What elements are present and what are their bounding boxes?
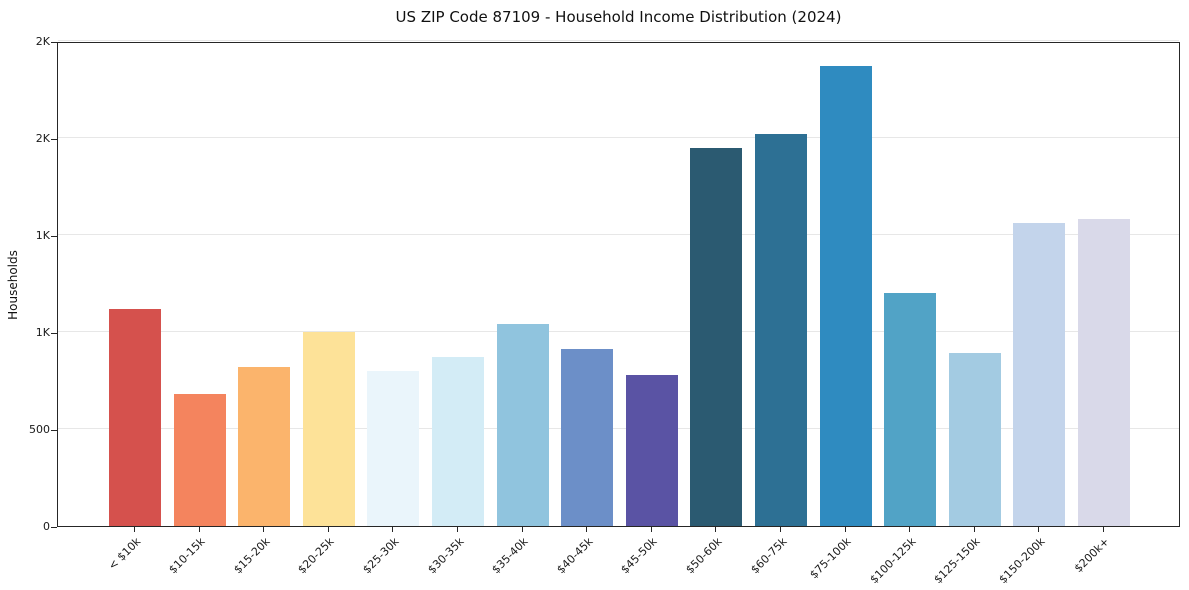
x-tick-label-text: $125-150k	[931, 535, 983, 587]
grid-line	[58, 137, 1179, 138]
bar	[367, 370, 420, 526]
bar	[561, 349, 614, 526]
bar	[755, 134, 807, 526]
grid-line	[58, 40, 1179, 41]
x-tick-mark	[327, 527, 329, 532]
grid-line	[58, 331, 1179, 332]
x-tick-label-text: $20-25k	[295, 535, 337, 577]
bar	[496, 324, 549, 526]
bar	[1078, 219, 1130, 526]
y-tick-label: 2K	[35, 35, 50, 48]
x-tick-mark	[650, 527, 652, 532]
x-tick-label-text: $35-40k	[489, 535, 531, 577]
y-tick-mark	[51, 527, 57, 528]
y-axis-label: Households	[6, 249, 21, 320]
y-tick-mark	[51, 430, 57, 431]
bar	[302, 332, 355, 526]
x-tick-label-text: $45-50k	[618, 535, 660, 577]
x-tick-label-text: < $10k	[105, 535, 144, 573]
y-tick-label: 1K	[35, 229, 50, 242]
x-tick-mark	[198, 527, 200, 532]
y-tick-mark	[51, 333, 57, 334]
plot-area	[57, 40, 1180, 527]
y-tick-label: 2K	[35, 132, 50, 145]
bar	[625, 374, 678, 526]
x-tick-label-text: $60-75k	[747, 535, 790, 577]
bar	[819, 66, 872, 526]
bar	[948, 353, 1001, 526]
y-tick-mark	[51, 139, 57, 140]
x-tick-mark	[1038, 527, 1040, 532]
x-tick-label-text: $150-200k	[996, 535, 1048, 587]
y-tick-label: 1K	[35, 326, 50, 339]
x-tick-label-text: $10-15k	[166, 535, 208, 577]
x-tick-mark	[263, 527, 265, 532]
bar	[690, 147, 743, 526]
x-tick-label-text: $40-45k	[554, 535, 596, 577]
x-tick-mark	[780, 527, 781, 532]
x-tick-mark	[521, 527, 523, 532]
y-tick-mark	[51, 236, 57, 237]
x-tick-mark	[715, 527, 717, 532]
x-tick-label-text: $200k+	[1072, 535, 1113, 576]
x-tick-mark	[844, 527, 846, 532]
y-tick-label: 500	[29, 423, 50, 436]
x-tick-mark	[973, 527, 975, 532]
x-tick-label-text: $75-100k	[807, 535, 854, 582]
x-tick-mark	[392, 527, 394, 532]
x-tick-mark	[586, 527, 588, 532]
bar	[1013, 223, 1066, 526]
grid-line	[58, 234, 1179, 235]
bar	[432, 357, 484, 526]
y-tick-label: 0	[43, 520, 50, 533]
y-axis-label-wrap: Households	[4, 42, 22, 527]
chart-title: US ZIP Code 87109 - Household Income Dis…	[395, 8, 842, 26]
x-tick-label-text: $100-125k	[867, 535, 919, 587]
bar	[884, 293, 937, 526]
x-tick-label-text: $50-60k	[683, 535, 725, 577]
x-tick-mark	[134, 527, 135, 532]
grid-line	[58, 428, 1179, 429]
x-tick-label-text: $15-20k	[231, 535, 273, 577]
x-tick-label-text: $30-35k	[424, 535, 467, 577]
bar	[109, 308, 161, 526]
x-tick-mark	[457, 527, 458, 532]
y-tick-mark	[51, 42, 57, 43]
bar	[173, 394, 226, 526]
bar	[238, 366, 291, 526]
x-tick-mark	[909, 527, 911, 532]
x-tick-label-text: $25-30k	[360, 535, 402, 577]
x-tick-mark	[1103, 527, 1104, 532]
